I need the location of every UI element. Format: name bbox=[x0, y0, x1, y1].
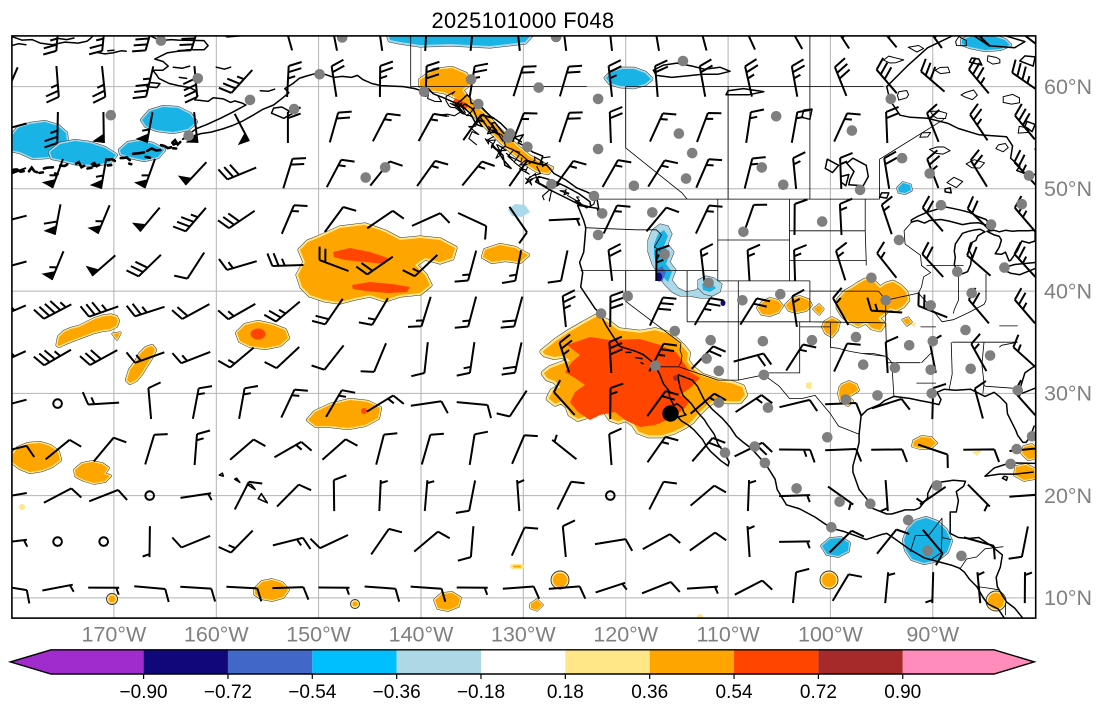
svg-text:0.18: 0.18 bbox=[547, 682, 584, 703]
svg-text:−0.54: −0.54 bbox=[288, 682, 337, 703]
svg-text:−0.18: −0.18 bbox=[457, 682, 505, 703]
svg-text:130°W: 130°W bbox=[491, 623, 556, 647]
svg-text:0.90: 0.90 bbox=[884, 682, 921, 703]
svg-text:150°W: 150°W bbox=[286, 623, 351, 647]
svg-text:0.36: 0.36 bbox=[631, 682, 668, 703]
svg-text:90°W: 90°W bbox=[906, 623, 960, 647]
svg-text:30°N: 30°N bbox=[1044, 382, 1092, 406]
svg-text:−0.72: −0.72 bbox=[204, 682, 252, 703]
svg-text:60°N: 60°N bbox=[1044, 75, 1092, 99]
svg-text:0.72: 0.72 bbox=[800, 682, 837, 703]
svg-text:160°W: 160°W bbox=[184, 623, 249, 647]
svg-text:−0.90: −0.90 bbox=[120, 682, 168, 703]
svg-text:140°W: 140°W bbox=[389, 623, 454, 647]
svg-text:20°N: 20°N bbox=[1044, 484, 1092, 508]
svg-text:40°N: 40°N bbox=[1044, 279, 1092, 303]
svg-text:0.54: 0.54 bbox=[716, 682, 753, 703]
svg-text:10°N: 10°N bbox=[1044, 586, 1092, 610]
svg-text:−0.36: −0.36 bbox=[373, 682, 421, 703]
svg-text:120°W: 120°W bbox=[593, 623, 658, 647]
svg-text:2025101000 F048: 2025101000 F048 bbox=[432, 8, 615, 33]
svg-text:100°W: 100°W bbox=[798, 623, 863, 647]
svg-text:50°N: 50°N bbox=[1044, 177, 1092, 201]
svg-text:110°W: 110°W bbox=[697, 623, 761, 647]
svg-text:170°W: 170°W bbox=[82, 623, 147, 647]
